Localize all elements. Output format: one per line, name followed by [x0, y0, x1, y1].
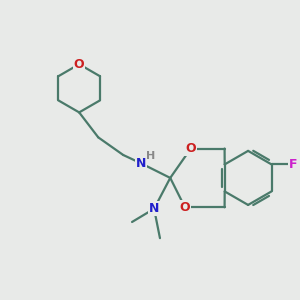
Text: N: N [149, 202, 159, 215]
Text: O: O [180, 201, 190, 214]
Text: F: F [289, 158, 297, 171]
Text: N: N [136, 157, 146, 170]
Text: O: O [74, 58, 85, 71]
Text: O: O [185, 142, 196, 155]
Text: H: H [146, 151, 155, 161]
